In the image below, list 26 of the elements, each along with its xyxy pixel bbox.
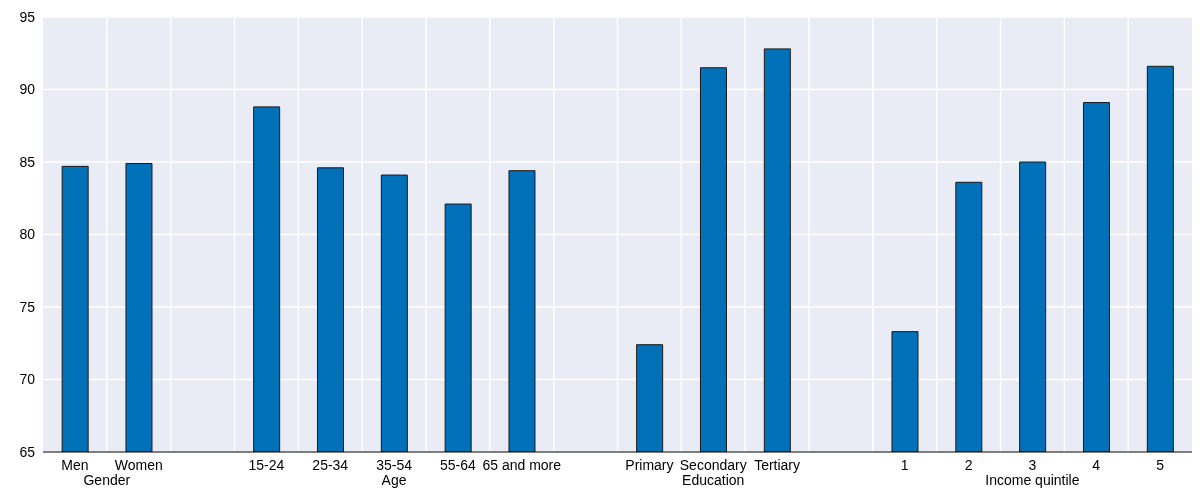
x-tick-label: 55-64 bbox=[440, 456, 477, 473]
x-tick-label: 2 bbox=[964, 456, 973, 473]
y-tick-label: 90 bbox=[19, 81, 36, 98]
x-tick-label: 5 bbox=[1156, 456, 1165, 473]
y-tick-label: 80 bbox=[19, 226, 36, 243]
x-tick-label: 65 and more bbox=[482, 456, 562, 473]
x-tick-label: 15-24 bbox=[248, 456, 285, 473]
x-tick-label: 25-34 bbox=[312, 456, 349, 473]
x-tick-label: 4 bbox=[1092, 456, 1101, 473]
text: Gender bbox=[82, 472, 132, 488]
y-tick-label: 95 bbox=[19, 8, 36, 25]
x-tick-label: Women bbox=[114, 456, 163, 473]
text: Education bbox=[682, 472, 745, 488]
x-tick-label: Tertiary bbox=[754, 456, 801, 473]
x-tick-label: 1 bbox=[900, 456, 909, 473]
x-tick-label: 35-54 bbox=[376, 456, 413, 473]
text: Age bbox=[380, 472, 408, 488]
x-tick-label: Primary bbox=[625, 456, 674, 473]
x-tick-label: Men bbox=[61, 456, 89, 473]
text: Income quintile bbox=[984, 472, 1081, 488]
x-tick-label: Secondary bbox=[679, 456, 747, 473]
y-tick-label: 70 bbox=[19, 371, 36, 388]
x-tick-label: 3 bbox=[1028, 456, 1037, 473]
y-tick-label: 65 bbox=[19, 443, 36, 460]
y-tick-label: 75 bbox=[19, 298, 36, 315]
y-tick-label: 85 bbox=[19, 153, 36, 170]
